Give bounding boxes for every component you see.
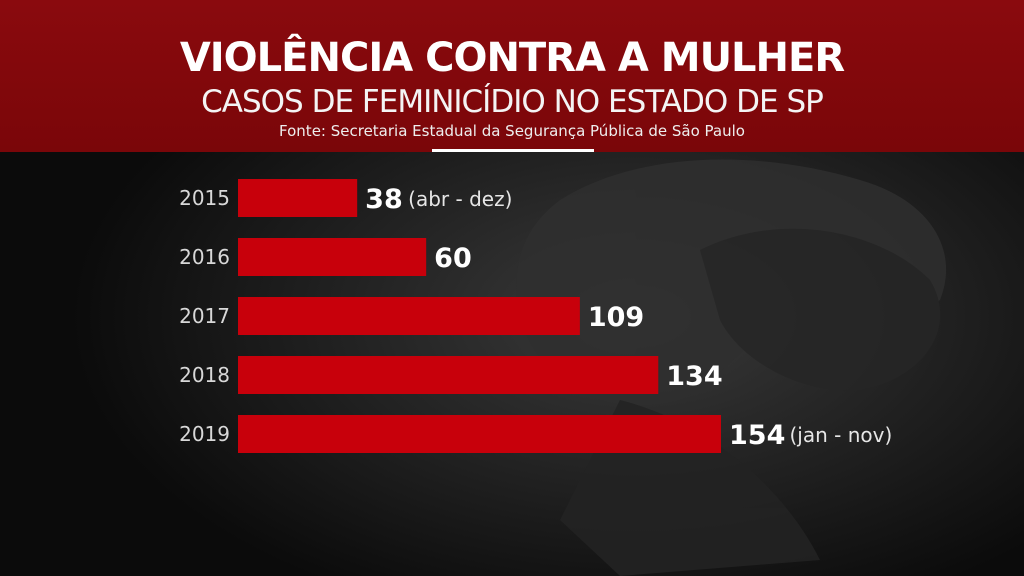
chart-title: VIOLÊNCIA CONTRA A MULHER: [179, 35, 845, 81]
bar-2017: [238, 297, 580, 335]
value-label-2019: 154: [729, 420, 785, 451]
category-label-2018: 2018: [179, 363, 230, 387]
bar-2018: [238, 356, 659, 394]
note-label-2015: (abr - dez): [408, 187, 512, 211]
bar-2015: [238, 179, 358, 217]
source-note: Fonte: Secretaria Estadual da Segurança …: [279, 122, 745, 140]
bar-2019: [238, 415, 721, 453]
chart-subtitle: CASOS DE FEMINICÍDIO NO ESTADO DE SP: [201, 84, 824, 120]
category-label-2016: 2016: [179, 245, 230, 269]
source-underline: [432, 149, 594, 152]
value-label-2015: 38: [365, 184, 403, 215]
header-banner: VIOLÊNCIA CONTRA A MULHER CASOS DE FEMIN…: [0, 0, 1024, 152]
category-label-2017: 2017: [179, 304, 230, 328]
value-label-2018: 134: [666, 361, 722, 392]
value-label-2016: 60: [434, 243, 472, 274]
bar-2016: [238, 238, 427, 276]
category-label-2015: 2015: [179, 186, 230, 210]
note-label-2019: (jan - nov): [790, 423, 893, 447]
category-label-2019: 2019: [179, 422, 230, 446]
value-label-2017: 109: [588, 302, 644, 333]
